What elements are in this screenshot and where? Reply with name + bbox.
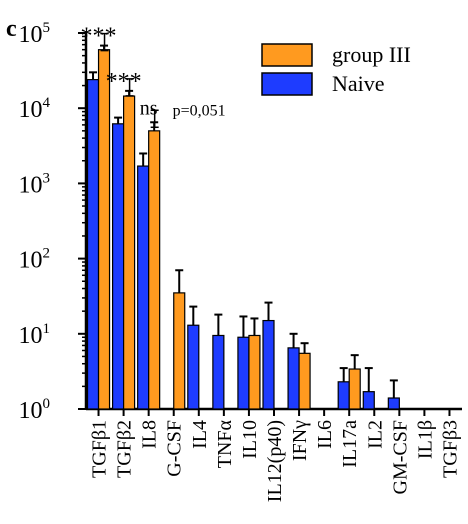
bar [137, 165, 150, 410]
legend: group III Naive [261, 42, 411, 96]
x-tick-label: TGFβ1 [89, 420, 111, 478]
x-tick-label: TGFβ3 [439, 420, 461, 478]
bar [173, 292, 186, 410]
bar [212, 334, 225, 410]
legend-swatch [261, 72, 313, 96]
y-tick-label: 103 [19, 170, 51, 198]
x-tick-label: IL4 [189, 420, 211, 449]
bar [337, 381, 350, 410]
x-tick-label: IFNγ [289, 420, 311, 461]
bar [387, 397, 400, 410]
bar [362, 391, 375, 410]
bar [111, 123, 125, 410]
bar [148, 130, 161, 410]
y-tick-label: 101 [19, 321, 51, 349]
legend-label: group III [332, 42, 411, 67]
x-tick-label: IL2 [364, 420, 386, 449]
x-tick-label: IL8 [139, 420, 161, 449]
bar [298, 352, 311, 410]
x-tick-label: TNFα [214, 419, 236, 468]
bar [348, 368, 361, 410]
x-tick-label: GM-CSF [389, 420, 411, 494]
bars [86, 49, 400, 410]
bar [237, 336, 250, 410]
significance-annotations: ******ns p=0,051 [81, 24, 226, 129]
x-tick-label: IL1β [414, 420, 436, 459]
bar [122, 95, 136, 410]
y-tick-label: 105 [19, 20, 51, 48]
bar [86, 79, 100, 410]
bar [287, 347, 300, 410]
bar [262, 319, 275, 410]
legend-swatch [261, 43, 313, 67]
bar [187, 324, 200, 410]
p-value-label: p=0,051 [173, 102, 226, 119]
x-tick-label: IL10 [239, 420, 261, 459]
bar [248, 334, 261, 410]
significance-label: *** [81, 24, 117, 50]
bar [97, 49, 111, 410]
x-tick-label: G-CSF [164, 420, 186, 477]
panel-label: c [6, 16, 17, 42]
x-tick-label: IL17a [339, 420, 361, 468]
x-tick-label: TGFβ2 [114, 420, 136, 478]
significance-label: *** [106, 69, 142, 95]
legend-label: Naive [332, 71, 385, 96]
significance-label: ns [140, 97, 158, 119]
y-tick-label: 100 [19, 396, 51, 424]
x-tick-label: IL6 [314, 420, 336, 449]
x-tick-label: IL12(p40) [264, 420, 286, 502]
y-tick-label: 102 [19, 246, 51, 274]
y-tick-label: 104 [19, 95, 51, 123]
